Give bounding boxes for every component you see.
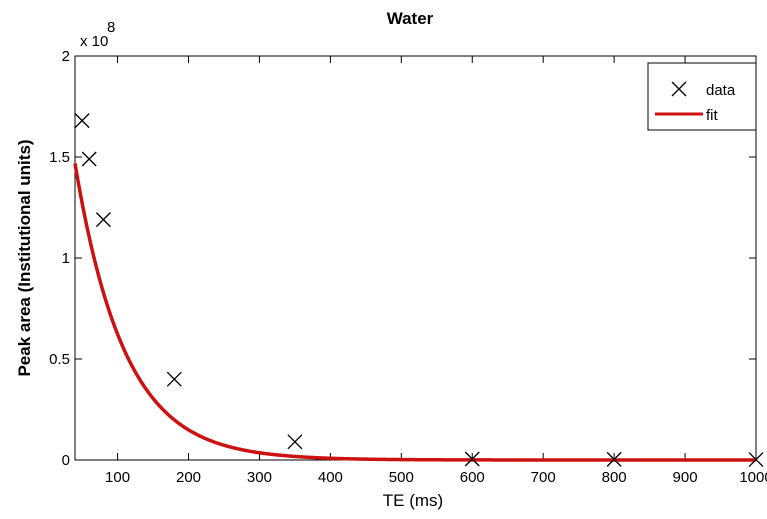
fit-series (73, 163, 756, 462)
x-tick-label: 600 (460, 469, 485, 486)
legend-data-marker (671, 81, 687, 97)
data-point (287, 434, 303, 450)
legend: data fit (647, 62, 757, 131)
plot-frame (74, 55, 757, 461)
x-tick-label: 700 (531, 469, 556, 486)
fit-line (73, 163, 756, 462)
y-tick-label: 0 (62, 452, 70, 469)
data-point (166, 371, 182, 387)
legend-box (647, 62, 757, 131)
data-point (464, 451, 480, 467)
y-multiplier: x 10 (80, 33, 108, 50)
plot-area-border (74, 55, 757, 461)
y-axis: 0 0.5 1 1.5 2 (49, 48, 756, 469)
x-tick-label: 300 (247, 469, 272, 486)
data-point (74, 113, 90, 129)
x-tick-label: 200 (176, 469, 201, 486)
data-point (95, 212, 111, 228)
y-tick-label: 2 (62, 48, 70, 65)
data-point (81, 151, 97, 167)
legend-fit-label: fit (706, 107, 719, 124)
data-series (74, 113, 764, 468)
data-point (606, 451, 622, 467)
y-tick-label: 0.5 (49, 351, 70, 368)
y-tick-label: 1 (62, 250, 70, 267)
y-tick-label: 1.5 (49, 149, 70, 166)
chart-title: Water (387, 9, 434, 28)
x-tick-label: 800 (602, 469, 627, 486)
y-axis-label: Peak area (Institutional units) (15, 139, 34, 376)
x-tick-label: 900 (673, 469, 698, 486)
x-tick-label: 400 (318, 469, 343, 486)
x-axis-label: TE (ms) (383, 491, 443, 510)
legend-data-label: data (706, 82, 736, 99)
x-tick-label: 500 (389, 469, 414, 486)
x-tick-label: 100 (105, 469, 130, 486)
y-multiplier-exponent: 8 (107, 19, 115, 36)
data-point (748, 452, 764, 468)
